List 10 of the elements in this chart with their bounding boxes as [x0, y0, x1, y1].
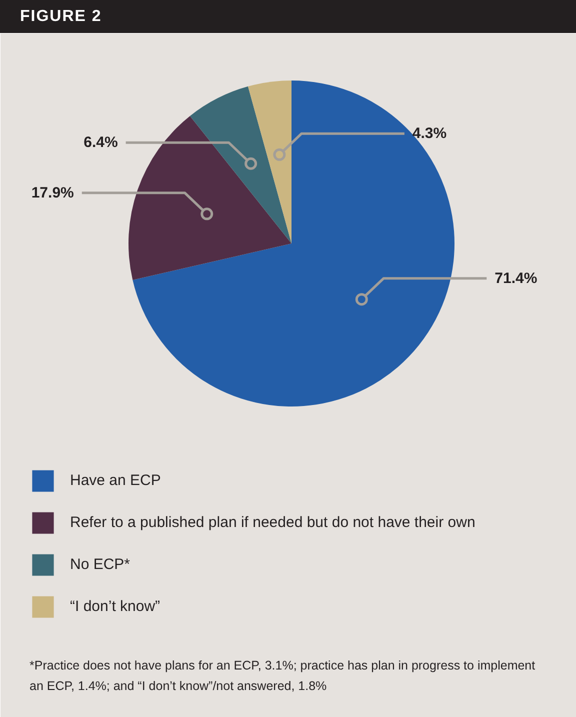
- data-label: 71.4%: [494, 270, 538, 287]
- legend-label: “I don’t know”: [70, 597, 160, 617]
- chart-title: FIGURE 2: [20, 7, 102, 27]
- data-label: 17.9%: [31, 184, 74, 202]
- legend-label: Have an ECP: [70, 471, 161, 491]
- legend-label: Refer to a published plan if needed but do not have their own: [70, 513, 476, 533]
- data-label: 4.3%: [412, 125, 447, 142]
- text: *Practice does not have plans for an ECP, 3.1%; practice has plan in progress to implement an ECP, 1.4%; and “I don’t know”/not answered, 1.8%: [30, 658, 536, 693]
- data-label: 6.4%: [84, 134, 118, 152]
- legend-label: No ECP*: [70, 555, 130, 575]
